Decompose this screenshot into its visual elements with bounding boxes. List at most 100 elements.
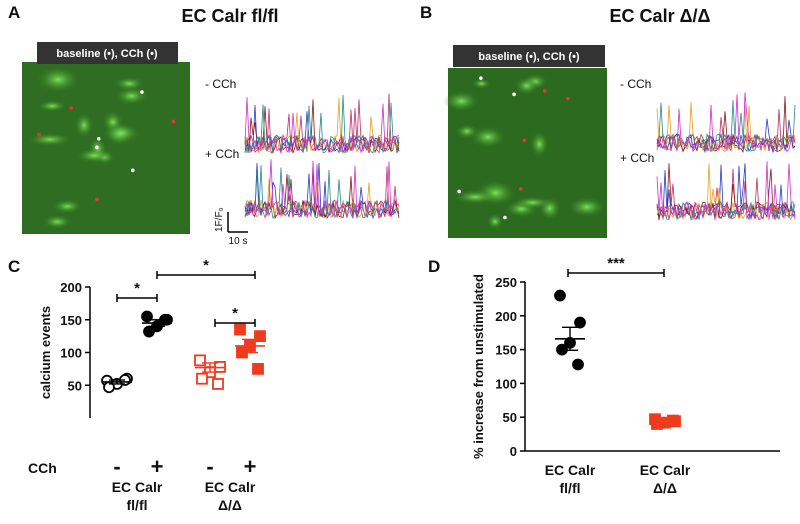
- cell: [514, 76, 539, 95]
- data-point: [212, 378, 224, 390]
- cell: [114, 76, 145, 91]
- x-tick-label: -: [206, 454, 213, 479]
- marker-dot: [37, 132, 41, 137]
- y-tick-label: 200: [495, 309, 517, 324]
- data-point: [234, 323, 246, 336]
- condition-label: + CCh: [205, 147, 239, 161]
- legend: baseline (•), CCh (•): [478, 51, 580, 63]
- y-axis-label: % increase from unstimulated: [471, 274, 486, 459]
- cell: [512, 196, 553, 209]
- group-label: EC Calr: [205, 479, 256, 495]
- panel-title: EC Calr fl/fl: [181, 6, 278, 26]
- y-tick-label: 100: [60, 346, 82, 361]
- cell: [472, 78, 491, 89]
- condition-label: - CCh: [205, 77, 236, 91]
- panel-letter: C: [8, 257, 20, 276]
- cell: [76, 148, 112, 163]
- marker-dot: [457, 189, 461, 194]
- trace: [656, 161, 796, 221]
- y-tick-label: 250: [495, 275, 517, 290]
- marker-dot: [503, 215, 507, 220]
- marker-dot: [130, 168, 135, 173]
- legend-box: [37, 42, 178, 64]
- condition-label: - CCh: [620, 77, 651, 91]
- trace: [656, 92, 796, 153]
- group-label: EC Calr: [545, 462, 596, 478]
- cell: [102, 122, 140, 144]
- cell: [42, 214, 72, 229]
- y-tick-label: 150: [495, 343, 517, 358]
- trace: [656, 163, 796, 221]
- cell: [486, 213, 504, 230]
- y-tick-label: 50: [68, 378, 82, 393]
- legend-box: [453, 45, 605, 67]
- trace: [244, 165, 400, 220]
- marker-dot: [140, 90, 144, 94]
- x-tick-label: +: [244, 454, 257, 479]
- scale-label: 1F/F₀: [214, 207, 225, 232]
- cell: [36, 66, 80, 93]
- sig-label: ***: [607, 255, 625, 272]
- sig-label: *: [203, 257, 209, 274]
- data-point: [651, 418, 663, 430]
- cell: [115, 87, 148, 105]
- marker-dot: [95, 145, 99, 150]
- data-point: [141, 310, 153, 323]
- cell: [52, 199, 82, 214]
- data-point: [254, 330, 266, 343]
- marker-dot: [95, 197, 99, 202]
- data-point: [574, 316, 586, 329]
- group-label: Δ/Δ: [218, 497, 242, 513]
- marker-dot: [566, 96, 570, 101]
- cell: [443, 90, 480, 112]
- trace: [656, 201, 796, 221]
- cell: [568, 196, 606, 218]
- data-point: [554, 289, 566, 302]
- panel-letter: B: [420, 3, 432, 22]
- group-label: Δ/Δ: [653, 480, 677, 496]
- trace: [244, 97, 400, 155]
- marker-dot: [96, 136, 101, 141]
- marker-dot: [69, 106, 73, 110]
- x-tick-label: -: [113, 454, 120, 479]
- data-point: [143, 325, 155, 338]
- trace: [244, 159, 400, 219]
- panel-letter: D: [428, 257, 440, 276]
- marker-dot: [171, 119, 176, 124]
- cell: [470, 126, 506, 148]
- cell: [530, 131, 549, 158]
- y-tick-label: 50: [503, 410, 517, 425]
- marker-dot: [479, 76, 483, 80]
- group-label: EC Calr: [640, 462, 691, 478]
- y-tick-label: 0: [510, 444, 517, 459]
- cell: [455, 123, 479, 139]
- data-point: [572, 358, 584, 371]
- marker-dot: [542, 89, 547, 93]
- cell: [454, 189, 496, 205]
- trace: [244, 94, 400, 154]
- marker-dot: [518, 187, 523, 191]
- condition-label: + CCh: [620, 151, 654, 165]
- x-tick-label: +: [151, 454, 164, 479]
- group-label: EC Calr: [112, 479, 163, 495]
- sig-label: *: [134, 280, 140, 297]
- legend: baseline (•), CCh (•): [56, 48, 158, 60]
- group-label: fl/fl: [560, 480, 581, 496]
- group-label: fl/fl: [127, 497, 148, 513]
- data-point: [194, 354, 206, 367]
- cell: [37, 100, 67, 112]
- sig-label: *: [232, 305, 238, 322]
- y-tick-label: 200: [60, 280, 82, 295]
- y-axis-label: calcium events: [38, 306, 53, 399]
- cell: [28, 133, 72, 147]
- panel-title: EC Calr Δ/Δ: [610, 6, 711, 26]
- x-axis-label: CCh: [28, 460, 57, 476]
- cell: [74, 112, 94, 138]
- data-point: [196, 372, 208, 385]
- marker-dot: [522, 138, 527, 142]
- y-tick-label: 100: [495, 376, 517, 391]
- panel-letter: A: [8, 3, 20, 22]
- data-point: [252, 362, 264, 375]
- marker-dot: [512, 92, 516, 97]
